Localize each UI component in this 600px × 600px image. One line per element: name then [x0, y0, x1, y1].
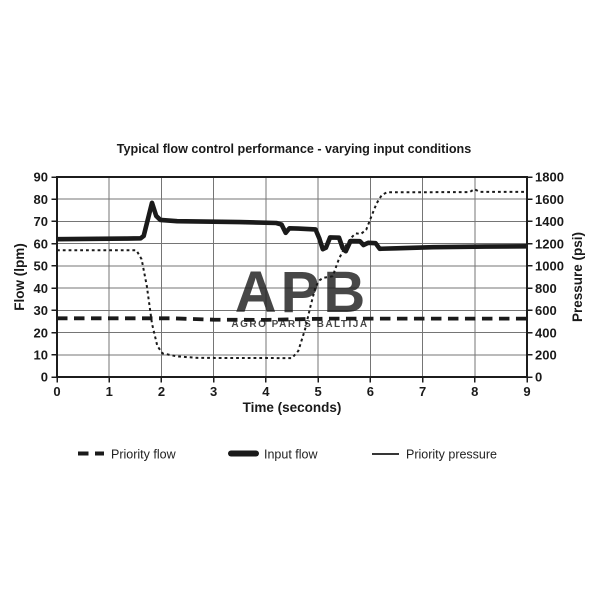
- legend-label-priority-pressure: Priority pressure: [406, 448, 497, 462]
- tick-label: 9: [523, 384, 530, 399]
- legend: Priority flow Input flow Priority pressu…: [78, 448, 497, 462]
- tick-label: 8: [471, 384, 478, 399]
- tick-label: 1: [106, 384, 113, 399]
- tick-label: 10: [34, 347, 48, 362]
- data-series: [56, 188, 528, 360]
- tick-label: 5: [314, 384, 321, 399]
- axis-tick-labels: 0 1 2 3 4 5 6 7 8 9010203040506070809002004006008…: [34, 170, 564, 399]
- chart-title: Typical flow control performance - varyi…: [117, 142, 472, 156]
- tick-label: 3: [210, 384, 217, 399]
- tick-label: 40: [34, 281, 48, 296]
- gridlines: [57, 177, 527, 377]
- tick-label: 90: [34, 170, 48, 185]
- tick-label: 20: [34, 325, 48, 340]
- tick-label: 1600: [535, 192, 564, 207]
- watermark-subtext: AGRO PARTS BALTIJA: [231, 319, 368, 330]
- tick-label: 2: [158, 384, 165, 399]
- left-axis-title: Flow (lpm): [12, 243, 27, 311]
- tick-label: 800: [535, 281, 557, 296]
- tick-label: 80: [34, 192, 48, 207]
- tick-label: 600: [535, 303, 557, 318]
- x-axis-title: Time (seconds): [243, 400, 342, 415]
- tick-label: 60: [34, 236, 48, 251]
- tick-label: 200: [535, 347, 557, 362]
- tick-label: 30: [34, 303, 48, 318]
- tick-label: 70: [34, 214, 48, 229]
- axis-ticks: [51, 176, 533, 383]
- tick-label: 6: [367, 384, 374, 399]
- tick-label: 1000: [535, 259, 564, 274]
- tick-label: 1200: [535, 236, 564, 251]
- tick-label: 400: [535, 325, 557, 340]
- tick-label: 7: [419, 384, 426, 399]
- series-priority-flow: [57, 316, 527, 322]
- legend-label-priority-flow: Priority flow: [111, 448, 177, 462]
- watermark-logo-text: APB: [235, 260, 369, 325]
- tick-label: 1800: [535, 170, 564, 185]
- plot-border: [56, 176, 528, 378]
- right-axis-title: Pressure (psi): [570, 232, 585, 322]
- tick-label: 0: [41, 370, 48, 385]
- tick-label: 0: [53, 384, 60, 399]
- tick-label: 0: [535, 370, 542, 385]
- tick-label: 50: [34, 259, 48, 274]
- tick-label: 4: [262, 384, 270, 399]
- watermark: APB AGRO PARTS BALTIJA: [231, 260, 369, 330]
- legend-label-input-flow: Input flow: [264, 448, 318, 462]
- series-input-flow: [56, 200, 528, 254]
- tick-label: 1400: [535, 214, 564, 229]
